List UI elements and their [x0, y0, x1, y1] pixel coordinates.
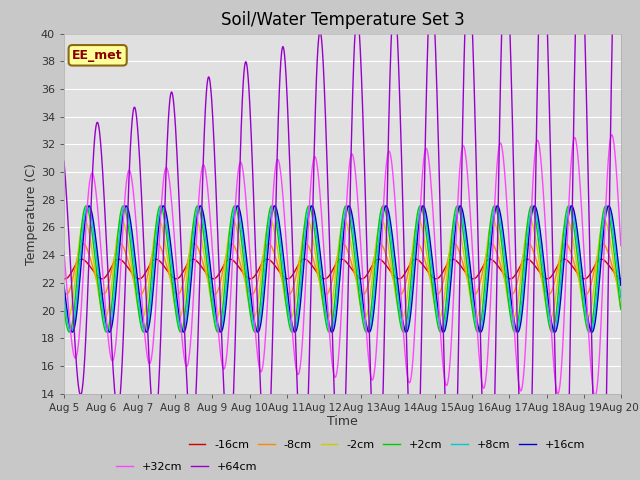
-8cm [359, 291, 367, 297]
-2cm [64, 315, 72, 321]
-16cm [617, 276, 625, 282]
Line: -2cm: -2cm [64, 220, 621, 318]
+16cm [359, 299, 367, 304]
+16cm [216, 327, 223, 333]
+16cm [217, 329, 225, 335]
Line: +16cm: +16cm [64, 206, 621, 332]
+32cm [617, 243, 625, 249]
+8cm [364, 329, 372, 335]
+8cm [60, 295, 68, 301]
+8cm [505, 288, 513, 294]
-16cm [216, 271, 223, 276]
+32cm [608, 132, 616, 138]
+16cm [234, 203, 241, 209]
Y-axis label: Temperature (C): Temperature (C) [25, 163, 38, 264]
-2cm [505, 301, 513, 307]
Line: +64cm: +64cm [64, 0, 621, 480]
-16cm [505, 276, 513, 281]
+8cm [617, 295, 625, 301]
-8cm [216, 282, 223, 288]
+2cm [584, 327, 591, 333]
+64cm [60, 158, 68, 164]
-2cm [60, 305, 68, 311]
+8cm [216, 329, 223, 335]
+32cm [60, 249, 68, 255]
-16cm [60, 276, 68, 282]
Line: -16cm: -16cm [64, 259, 621, 279]
Legend: +32cm, +64cm: +32cm, +64cm [111, 457, 262, 476]
+8cm [584, 321, 591, 327]
+32cm [358, 268, 366, 274]
+2cm [60, 307, 68, 312]
+64cm [583, 120, 591, 126]
+8cm [344, 203, 351, 209]
+2cm [216, 327, 223, 333]
+32cm [568, 154, 575, 160]
-8cm [371, 251, 379, 257]
+2cm [371, 268, 378, 274]
-2cm [216, 306, 223, 312]
+16cm [371, 297, 379, 303]
+8cm [568, 206, 576, 212]
+2cm [491, 203, 499, 209]
-2cm [359, 312, 367, 318]
-16cm [371, 258, 379, 264]
+2cm [617, 307, 625, 312]
-8cm [584, 290, 591, 296]
+16cm [617, 282, 625, 288]
+32cm [591, 394, 599, 399]
Text: EE_met: EE_met [72, 49, 123, 62]
-8cm [617, 289, 625, 295]
+2cm [358, 316, 366, 322]
+64cm [358, 98, 366, 104]
+16cm [568, 203, 576, 209]
-16cm [568, 263, 576, 269]
+64cm [216, 272, 223, 277]
X-axis label: Time: Time [327, 415, 358, 429]
+2cm [504, 298, 512, 304]
+8cm [371, 280, 379, 286]
-8cm [60, 289, 68, 295]
Line: -8cm: -8cm [64, 244, 621, 294]
-16cm [359, 276, 367, 281]
+2cm [511, 329, 518, 335]
-16cm [338, 256, 346, 262]
+32cm [371, 368, 378, 374]
+8cm [359, 308, 367, 314]
+16cm [505, 275, 513, 281]
+32cm [216, 338, 223, 344]
Title: Soil/Water Temperature Set 3: Soil/Water Temperature Set 3 [221, 11, 464, 29]
-2cm [81, 217, 88, 223]
+32cm [583, 303, 591, 309]
-8cm [505, 288, 513, 293]
Line: +32cm: +32cm [64, 135, 621, 396]
+32cm [504, 221, 512, 227]
Line: +8cm: +8cm [64, 206, 621, 332]
-16cm [358, 276, 365, 282]
+16cm [584, 312, 591, 318]
-2cm [568, 232, 576, 238]
Line: +2cm: +2cm [64, 206, 621, 332]
+64cm [568, 252, 575, 258]
-16cm [584, 275, 591, 280]
-8cm [211, 291, 219, 297]
-2cm [617, 305, 625, 311]
-2cm [584, 315, 591, 321]
-2cm [371, 249, 379, 255]
+2cm [568, 213, 576, 219]
+16cm [60, 282, 68, 288]
-8cm [191, 241, 198, 247]
-8cm [568, 253, 576, 259]
